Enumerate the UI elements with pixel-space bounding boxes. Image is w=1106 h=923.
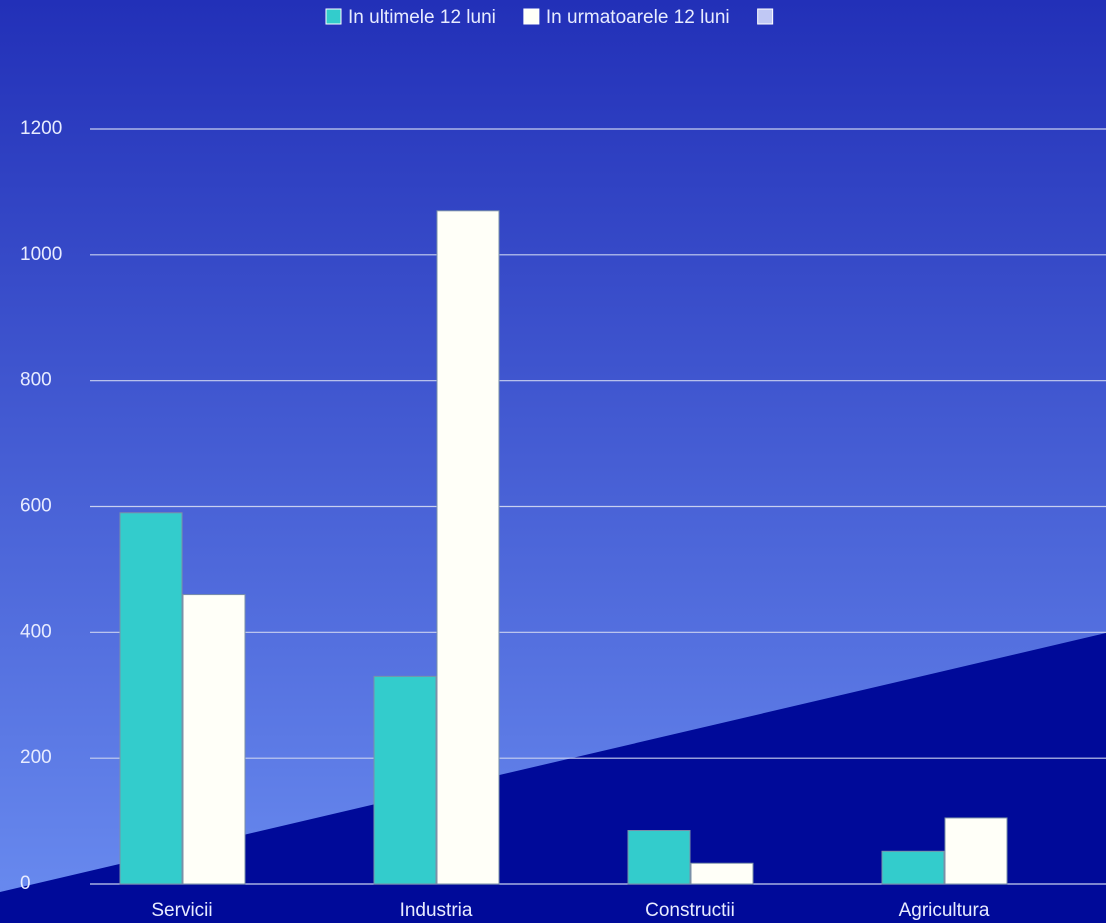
bar: [627, 830, 691, 885]
bar: [944, 817, 1008, 885]
y-tick-label: 400: [20, 621, 52, 642]
x-tick-label: Industria: [400, 900, 473, 921]
legend-label: In urmatoarele 12 luni: [546, 7, 730, 28]
y-tick-label: 200: [20, 747, 52, 768]
bar: [182, 594, 246, 885]
x-tick-label: Constructii: [645, 900, 735, 921]
legend: In ultimele 12 luni In urmatoarele 12 lun…: [325, 7, 774, 28]
x-tick-label: Agricultura: [899, 900, 990, 921]
background-shape: [0, 633, 1106, 923]
y-tick-label: 800: [20, 370, 52, 391]
y-tick-label: 600: [20, 496, 52, 517]
y-tick-label: 1000: [20, 244, 62, 265]
legend-swatch: [523, 8, 540, 25]
bar: [119, 512, 183, 885]
bar: [373, 675, 437, 885]
bar: [690, 862, 754, 885]
bar: [881, 850, 945, 885]
legend-swatch: [757, 8, 774, 25]
y-tick-label: 1200: [20, 118, 62, 139]
legend-swatch: [325, 8, 342, 25]
bar: [436, 210, 500, 885]
legend-label: In ultimele 12 luni: [348, 7, 496, 28]
y-tick-label: 0: [20, 873, 31, 894]
x-tick-label: Servicii: [151, 900, 212, 921]
